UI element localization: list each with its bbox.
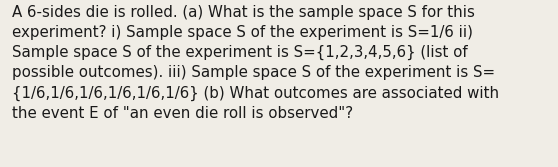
Text: A 6-sides die is rolled. (a) What is the sample space S for this
experiment? i) : A 6-sides die is rolled. (a) What is the… [12, 5, 499, 121]
